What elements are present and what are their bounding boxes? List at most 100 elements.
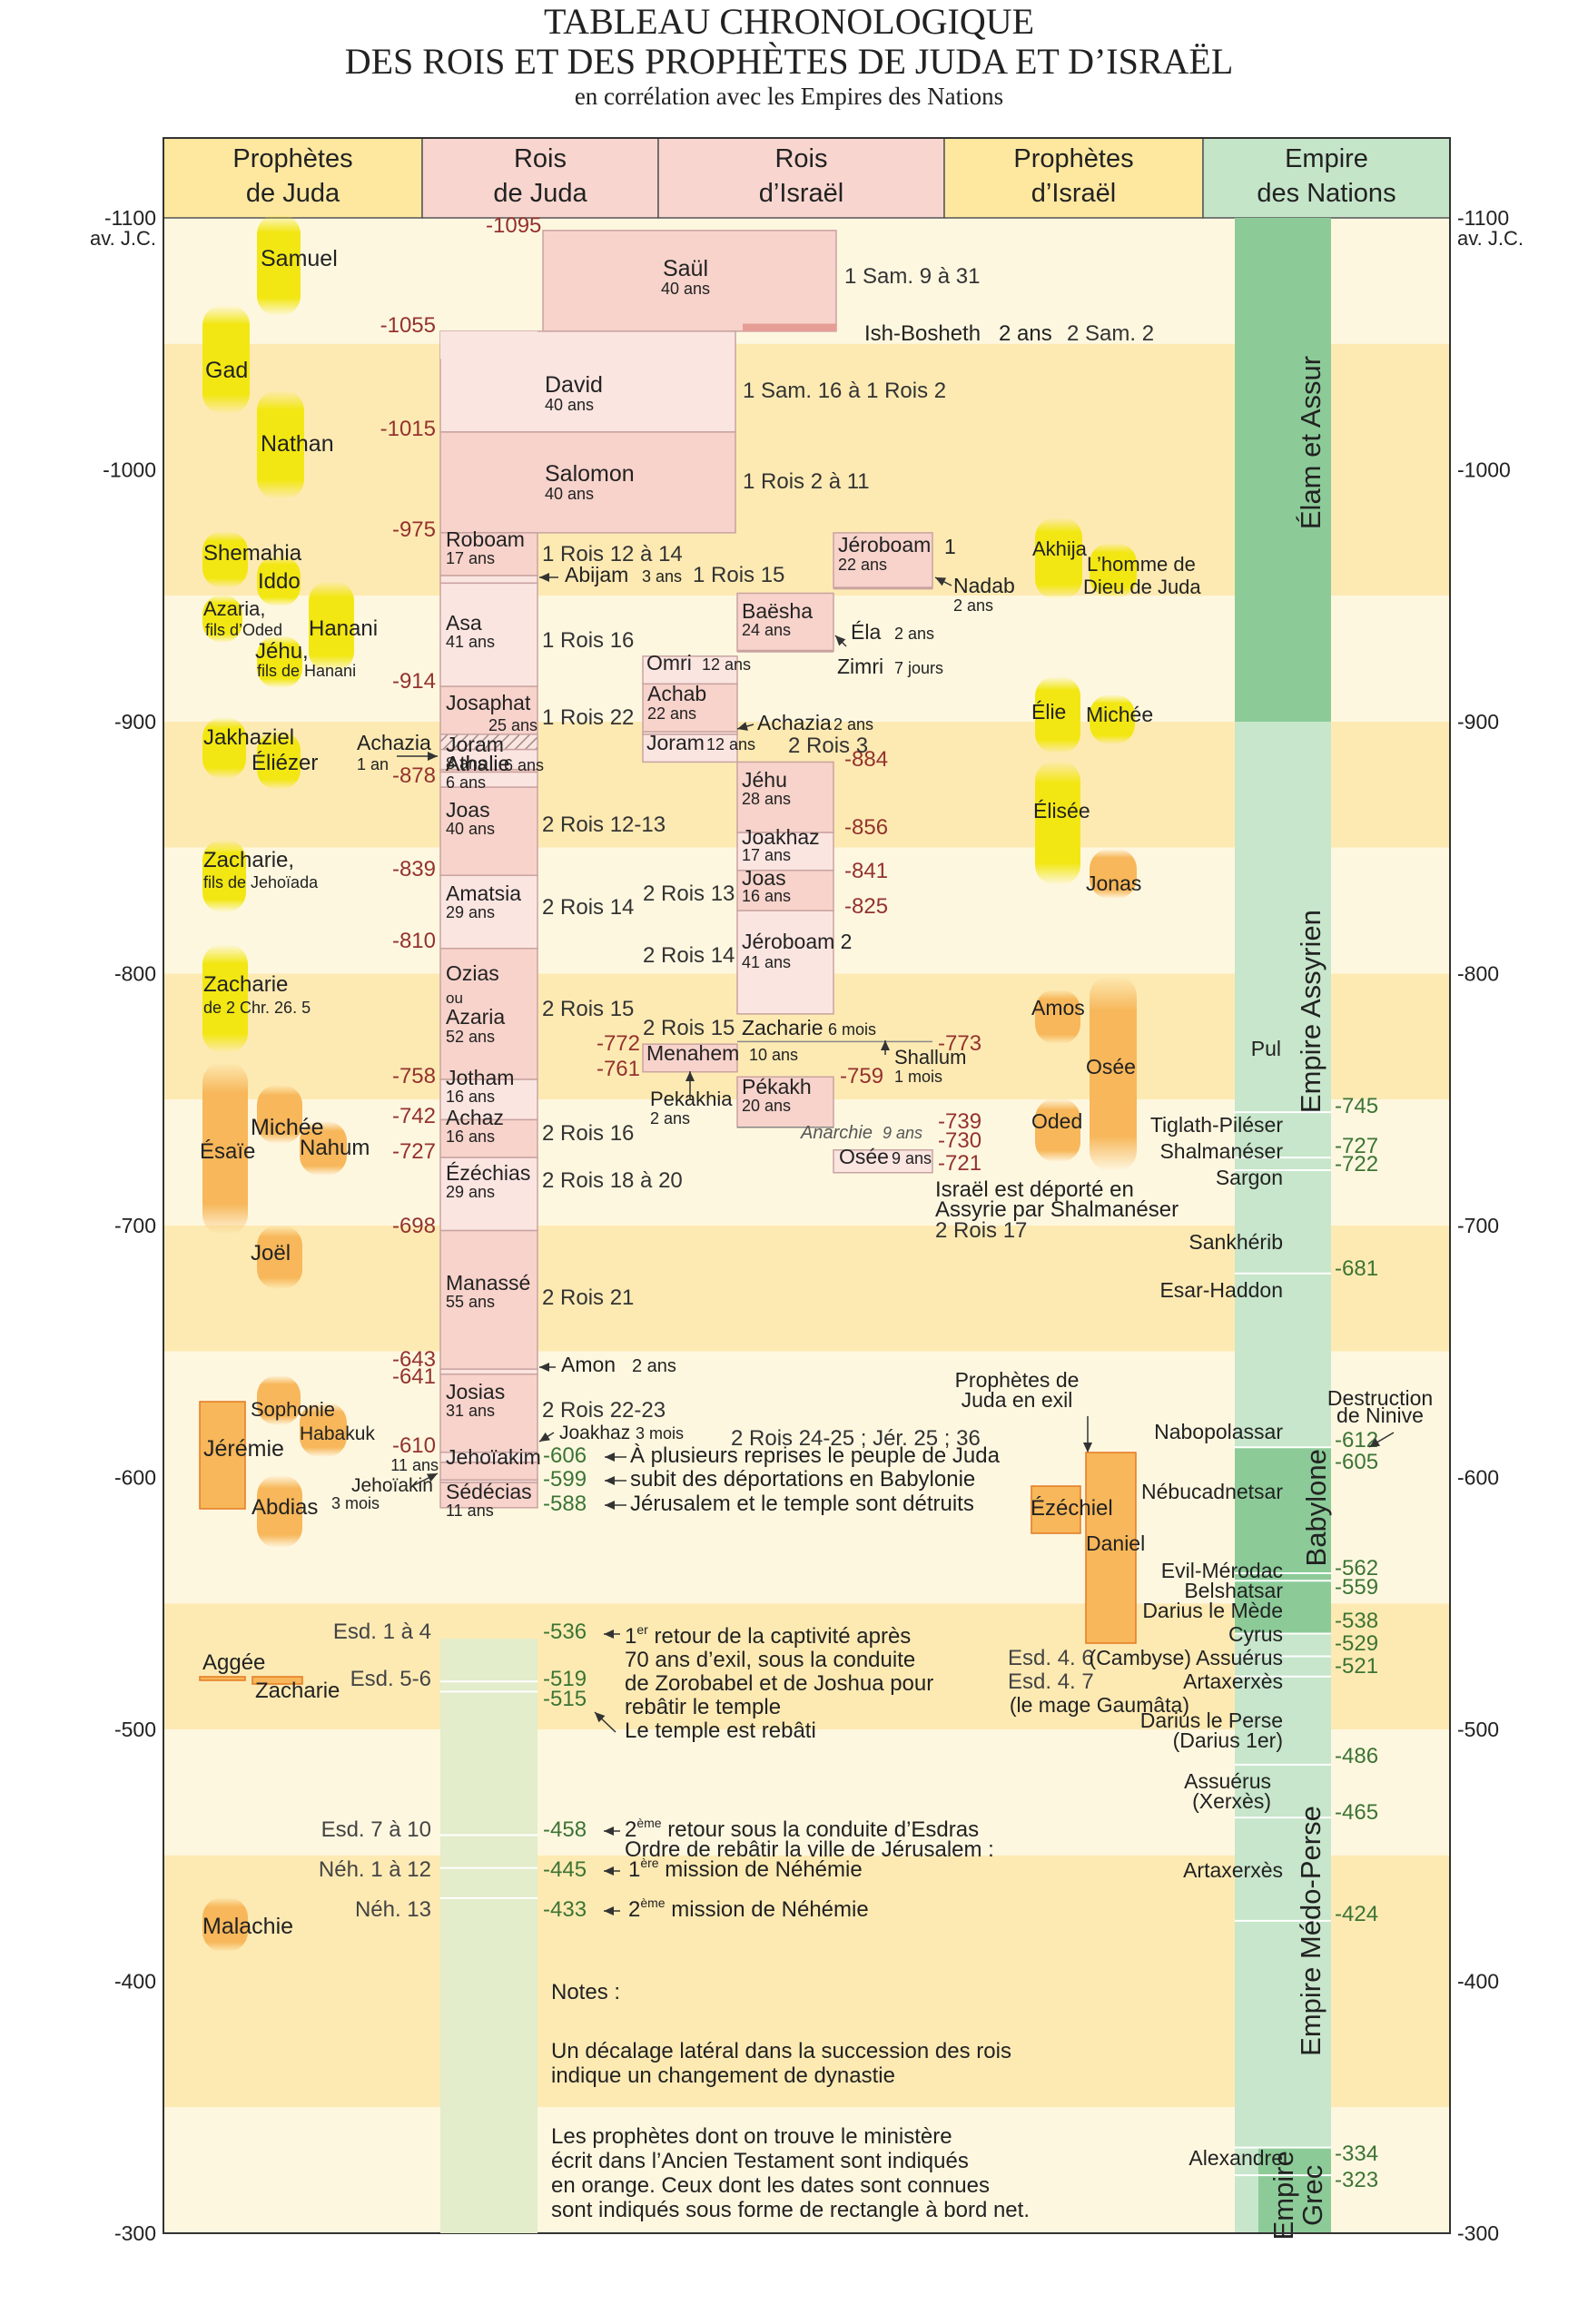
event-text: Jérusalem et le temple sont détruits <box>630 1492 974 1516</box>
king-name: ou <box>446 990 463 1007</box>
date-label: -1055 <box>380 313 436 338</box>
king-name: Ozias <box>446 961 499 985</box>
arrow-head <box>604 1827 614 1836</box>
scripture-reference: 1 Rois 15 <box>693 563 784 587</box>
arrow-head <box>539 573 549 582</box>
column-header-title: d’Israël <box>759 179 844 208</box>
king-name: Achazia <box>357 731 431 754</box>
king-judah-block <box>439 874 538 950</box>
ruler-name: Pul <box>1251 1037 1281 1060</box>
empire-date-label: -334 <box>1335 2142 1378 2166</box>
prophet-bar <box>309 581 354 672</box>
prophet-name: Akhija <box>1032 537 1088 560</box>
king-name: Joram <box>446 733 504 756</box>
year-tick-label: -400 <box>1457 1970 1499 1994</box>
arrow-head <box>539 1432 550 1442</box>
scripture-reference: 1 Rois 2 à 11 <box>743 469 870 494</box>
arrow-head <box>604 1630 614 1639</box>
prophet-name: Aggée <box>202 1650 265 1675</box>
prophet-bar-orange <box>257 1226 302 1289</box>
king-judah-block <box>439 1373 538 1453</box>
king-duration: 24 ans <box>742 621 791 639</box>
king-duration: 12 ans <box>702 655 751 674</box>
prophet-name: Jérémie <box>203 1436 284 1462</box>
king-name: Omri <box>646 651 692 675</box>
event-text: 1er retour de la captivité après <box>625 1622 911 1649</box>
ruler-name: (le mage Gaumâta) <box>1010 1693 1189 1717</box>
king-duration: 52 ans <box>446 1028 495 1046</box>
notes-text: en orange. Ceux dont les dates sont conn… <box>551 2173 990 2198</box>
prophet-name: Malachie <box>202 1914 293 1939</box>
prophet-bar-orange <box>300 1403 347 1457</box>
king-duration: 41 ans <box>742 953 791 971</box>
year-tick-label: -700 <box>1457 1214 1499 1237</box>
ruler-name: Artaxerxès <box>1183 1669 1283 1693</box>
king-duration: 16 ans <box>446 1128 495 1146</box>
scripture-reference: 2 Rois 13 <box>643 881 735 906</box>
prophet-name: Azaria, <box>203 597 265 620</box>
year-tick-label: -600 <box>114 1466 156 1490</box>
column-header-title: de Juda <box>493 179 587 208</box>
scripture-reference: 2 Rois 16 <box>542 1121 634 1146</box>
king-name: Joakhaz <box>559 1423 630 1443</box>
event-text: Prophètes de <box>955 1368 1080 1392</box>
scripture-reference: 2 Rois 12-13 <box>542 812 666 837</box>
date-label: -773 <box>938 1031 981 1056</box>
arrow-head <box>604 1866 614 1876</box>
date-label: -825 <box>844 894 888 919</box>
prophet-name: fils de Jehoïada <box>203 873 319 891</box>
king-duration: 10 ans <box>749 1046 798 1064</box>
king-duration: 3 mois <box>331 1494 380 1512</box>
scripture-reference: 2 Rois 3 <box>788 734 868 758</box>
empire-date-label: -529 <box>1335 1631 1378 1656</box>
column-header <box>943 137 1204 219</box>
king-judah-block <box>439 582 538 687</box>
date-label: -588 <box>543 1492 587 1516</box>
ruler-name: (Xerxès) <box>1192 1789 1271 1813</box>
king-name: 1 <box>944 535 956 558</box>
date-label: -839 <box>392 857 436 881</box>
date-label: -730 <box>938 1128 981 1153</box>
king-duration: 6 ans <box>446 773 486 792</box>
king-name: Jotham <box>446 1066 514 1089</box>
king-name: Josias <box>446 1380 505 1403</box>
scripture-reference: 2 Rois 14 <box>643 943 735 968</box>
prophet-bar <box>202 944 248 1053</box>
year-tick-label: -300 <box>1457 2221 1499 2245</box>
scripture-reference: 2 Rois 14 <box>542 895 634 920</box>
date-label: -772 <box>597 1031 640 1056</box>
empire-babylon <box>1235 1447 1331 1634</box>
date-label: -458 <box>543 1817 587 1842</box>
king-duration: 40 ans <box>545 396 594 414</box>
king-duration: 40 ans <box>545 485 594 503</box>
king-name: Jéhu <box>742 768 787 792</box>
king-israel-block <box>736 1076 834 1128</box>
king-judah-block <box>439 1482 538 1509</box>
event-text: Juda en exil <box>962 1388 1073 1412</box>
prophet-daniel <box>1085 1452 1137 1644</box>
ruler-name: Nabopolassar <box>1154 1420 1283 1443</box>
king-saul <box>542 230 837 332</box>
ruler-name: Assuérus <box>1184 1769 1271 1793</box>
arrow-head <box>605 1501 615 1510</box>
king-name: Manassé <box>446 1271 530 1295</box>
scripture-reference: 2 Rois 15 <box>643 1016 735 1040</box>
king-duration: 8 ans <box>446 754 486 773</box>
prophet-bar <box>1090 543 1137 597</box>
empire-elam-assur <box>1235 218 1331 722</box>
date-label: -641 <box>392 1364 436 1389</box>
empire-date-label: -722 <box>1335 1152 1378 1177</box>
scripture-reference: 1 Rois 16 <box>542 628 634 653</box>
king-name: Éla <box>851 620 881 644</box>
date-label: -884 <box>844 747 888 772</box>
scripture-reference: Esd. 4. 7 <box>1008 1669 1094 1694</box>
prophet-zacharie-late <box>251 1676 303 1685</box>
empire-medo-perse <box>1235 1633 1331 2148</box>
king-duration: 1 mois <box>894 1068 942 1086</box>
year-tick-sub: av. J.C. <box>1457 227 1524 250</box>
king-name: Zimri <box>837 655 883 678</box>
date-label: -519 <box>543 1667 587 1691</box>
prophet-name: Ézéchiel <box>1031 1496 1113 1521</box>
scripture-reference: Esd. 4. 6 <box>1008 1646 1094 1670</box>
prophet-name: Abdias <box>251 1495 318 1520</box>
